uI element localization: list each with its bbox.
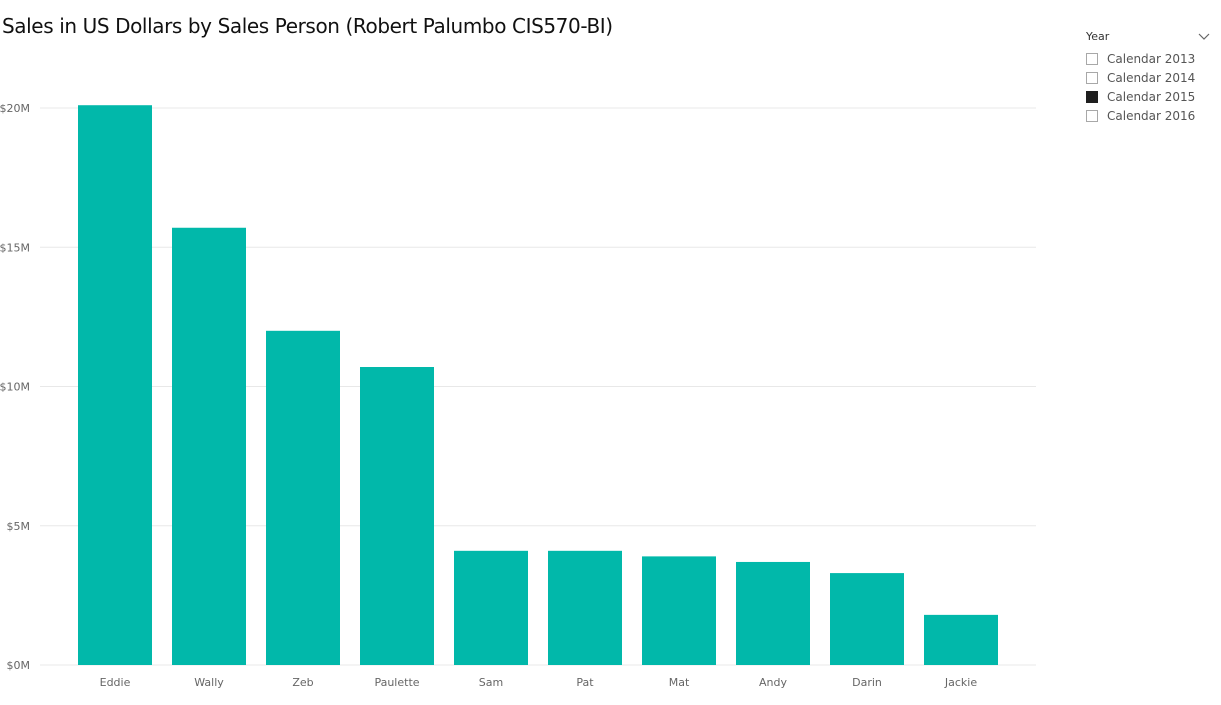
bar-mat (642, 556, 716, 665)
slicer-item-calendar-2016[interactable]: Calendar 2016 (1086, 106, 1212, 125)
bar-chart: $0M $5M $10M $15M $20M Eddie Wally Zeb Paulette S… (0, 102, 1036, 689)
checkbox[interactable] (1086, 52, 1098, 65)
slicer-item-label: Calendar 2014 (1107, 70, 1196, 85)
slicer-item-calendar-2013[interactable]: Calendar 2013 (1086, 49, 1212, 68)
y-tick-label: $10M (0, 381, 30, 394)
x-tick-label: Darin (852, 676, 882, 689)
x-tick-label: Eddie (100, 676, 131, 689)
checkbox[interactable] (1086, 109, 1098, 122)
slicer-title: Year (1086, 30, 1110, 43)
x-tick-label: Wally (194, 676, 224, 689)
report-title: Sales in US Dollars by Sales Person (Rob… (2, 14, 613, 38)
x-tick-label: Zeb (292, 676, 313, 689)
x-tick-label: Jackie (944, 676, 977, 689)
bar-eddie (78, 105, 152, 666)
bar-wally (172, 227, 246, 665)
year-slicer: Year Calendar 2013 Calendar 2014 Calendar … (1086, 28, 1212, 125)
slicer-list: Calendar 2013 Calendar 2014 Calendar 2015 C… (1086, 49, 1212, 125)
bar-sam (454, 550, 528, 665)
chevron-down-icon[interactable] (1198, 30, 1210, 42)
bar-zeb (266, 330, 340, 665)
x-tick-label: Andy (759, 676, 787, 689)
bar-darin (830, 573, 904, 665)
bar-jackie (924, 614, 998, 665)
slicer-item-calendar-2014[interactable]: Calendar 2014 (1086, 68, 1212, 87)
x-tick-label: Sam (479, 676, 503, 689)
y-tick-label: $0M (7, 659, 31, 672)
slicer-item-label: Calendar 2015 (1107, 89, 1196, 104)
y-tick-label: $20M (0, 102, 30, 115)
slicer-item-label: Calendar 2013 (1107, 51, 1196, 66)
x-tick-label: Paulette (374, 676, 419, 689)
x-tick-label: Pat (576, 676, 594, 689)
checkbox[interactable] (1086, 71, 1098, 84)
y-tick-label: $5M (7, 520, 31, 533)
bar-pat (548, 550, 622, 665)
bar-andy (736, 561, 810, 665)
slicer-item-label: Calendar 2016 (1107, 108, 1196, 123)
x-tick-label: Mat (669, 676, 690, 689)
bar-paulette (360, 367, 434, 665)
slicer-header[interactable]: Year (1086, 28, 1212, 46)
slicer-item-calendar-2015[interactable]: Calendar 2015 (1086, 87, 1212, 106)
y-tick-label: $15M (0, 241, 30, 254)
checkbox[interactable] (1086, 90, 1098, 103)
